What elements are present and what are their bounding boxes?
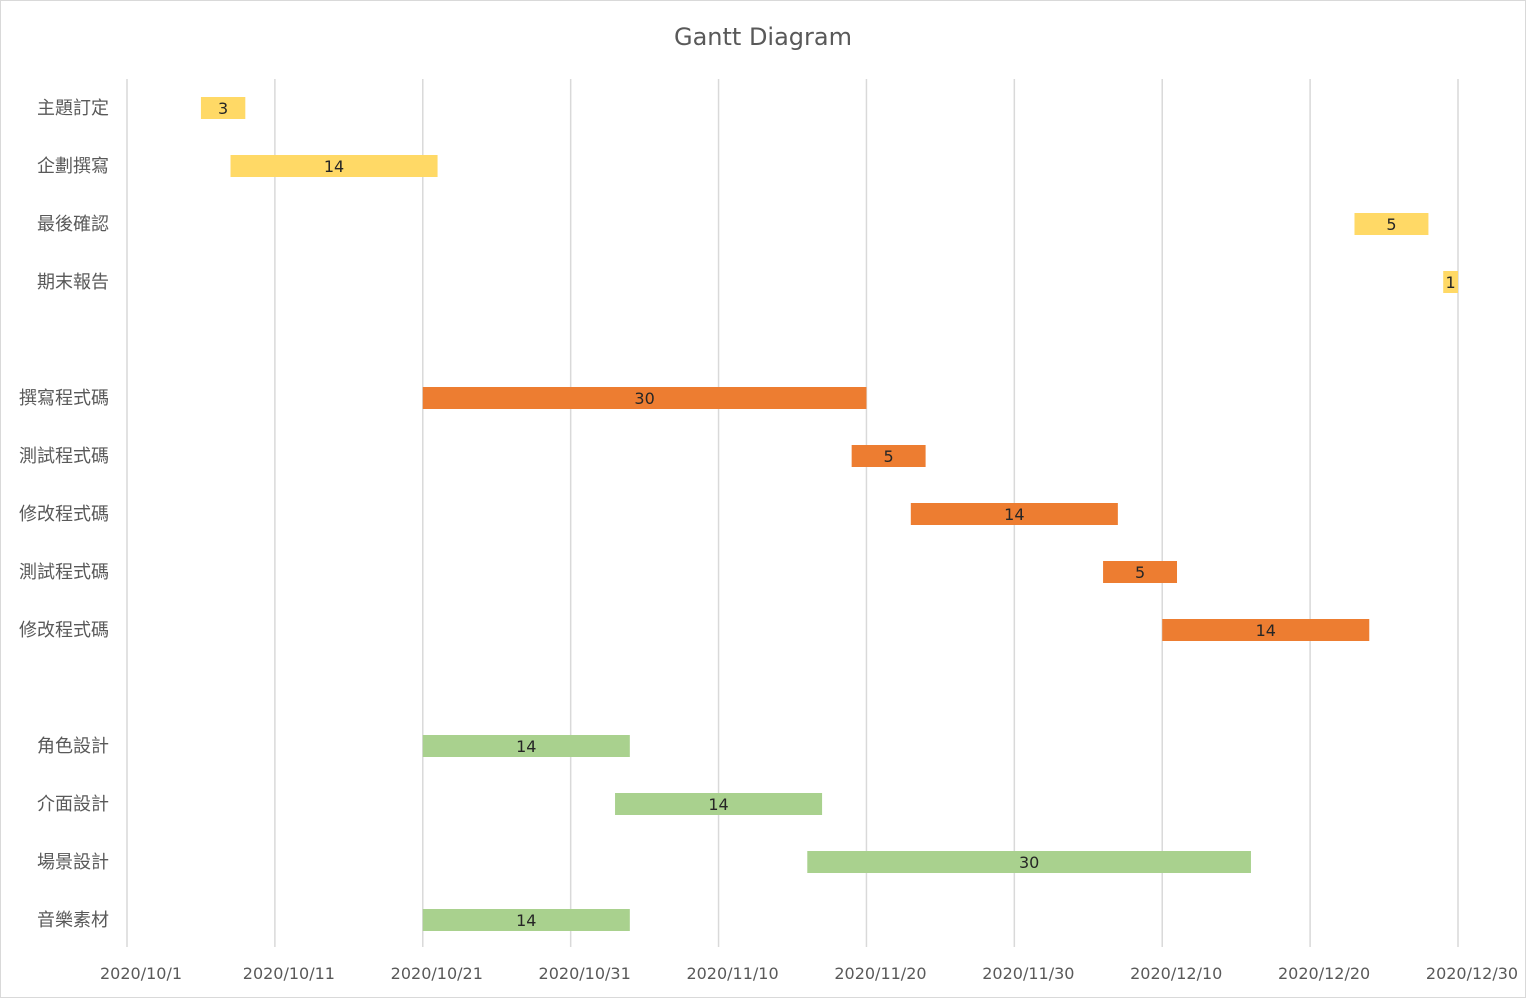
task-bar bbox=[615, 793, 823, 815]
task-bar bbox=[422, 909, 630, 931]
x-axis-ticks: 2020/10/1 2020/10/11 2020/10/21 2020/10/31 2… bbox=[100, 964, 1518, 983]
task-label: 修改程式碼 bbox=[19, 504, 109, 525]
bar-duration-label: 14 bbox=[708, 795, 728, 814]
x-tick-label: 2020/12/30 bbox=[1426, 964, 1518, 983]
task-bar bbox=[910, 503, 1118, 525]
task-label: 最後確認 bbox=[37, 214, 109, 235]
task-label: 修改程式碼 bbox=[19, 620, 109, 641]
task-label: 角色設計 bbox=[37, 736, 109, 757]
task-label: 期末報告 bbox=[37, 272, 109, 293]
x-tick-label: 2020/10/31 bbox=[539, 964, 631, 983]
task-bar bbox=[422, 387, 867, 409]
task-label: 撰寫程式碼 bbox=[19, 388, 109, 409]
bars: 3 14 5 1 30 5 14 5 14 14 14 30 14 bbox=[200, 97, 1458, 931]
x-tick-label: 2020/12/20 bbox=[1278, 964, 1370, 983]
bar-duration-label: 30 bbox=[634, 389, 654, 408]
task-label: 場景設計 bbox=[37, 852, 109, 873]
task-bar bbox=[807, 851, 1251, 873]
bar-duration-label: 14 bbox=[516, 737, 536, 756]
bar-duration-label: 14 bbox=[516, 911, 536, 930]
task-bar bbox=[422, 735, 630, 757]
x-tick-label: 2020/11/10 bbox=[686, 964, 778, 983]
task-bar bbox=[230, 155, 438, 177]
task-label: 主題訂定 bbox=[37, 98, 109, 119]
chart-title: Gantt Diagram bbox=[674, 23, 852, 51]
y-axis-categories: 主題訂定企劃撰寫最後確認期末報告撰寫程式碼測試程式碼修改程式碼測試程式碼修改程式… bbox=[19, 98, 109, 931]
bar-duration-label: 5 bbox=[884, 447, 894, 466]
task-label: 企劃撰寫 bbox=[37, 156, 109, 177]
x-tick-label: 2020/11/30 bbox=[982, 964, 1074, 983]
task-label: 音樂素材 bbox=[37, 910, 109, 931]
task-bar bbox=[851, 445, 926, 467]
bar-duration-label: 14 bbox=[324, 157, 344, 176]
task-bar bbox=[200, 97, 246, 119]
x-tick-label: 2020/11/20 bbox=[834, 964, 926, 983]
x-tick-label: 2020/10/11 bbox=[243, 964, 335, 983]
x-tick-label: 2020/10/1 bbox=[100, 964, 182, 983]
bar-duration-label: 30 bbox=[1019, 853, 1039, 872]
task-bar bbox=[1162, 619, 1370, 641]
bar-duration-label: 14 bbox=[1004, 505, 1024, 524]
x-tick-label: 2020/10/21 bbox=[391, 964, 483, 983]
bar-duration-label: 1 bbox=[1446, 273, 1456, 292]
task-label: 測試程式碼 bbox=[19, 562, 109, 583]
task-bar bbox=[1354, 213, 1429, 235]
x-tick-label: 2020/12/10 bbox=[1130, 964, 1222, 983]
task-label: 介面設計 bbox=[37, 794, 109, 815]
gridlines bbox=[126, 79, 1459, 947]
bar-duration-label: 5 bbox=[1386, 215, 1396, 234]
bar-duration-label: 14 bbox=[1256, 621, 1276, 640]
task-label: 測試程式碼 bbox=[19, 446, 109, 467]
task-bar bbox=[1103, 561, 1178, 583]
task-bar bbox=[1443, 271, 1458, 293]
bar-duration-label: 3 bbox=[218, 99, 228, 118]
bar-duration-label: 5 bbox=[1135, 563, 1145, 582]
